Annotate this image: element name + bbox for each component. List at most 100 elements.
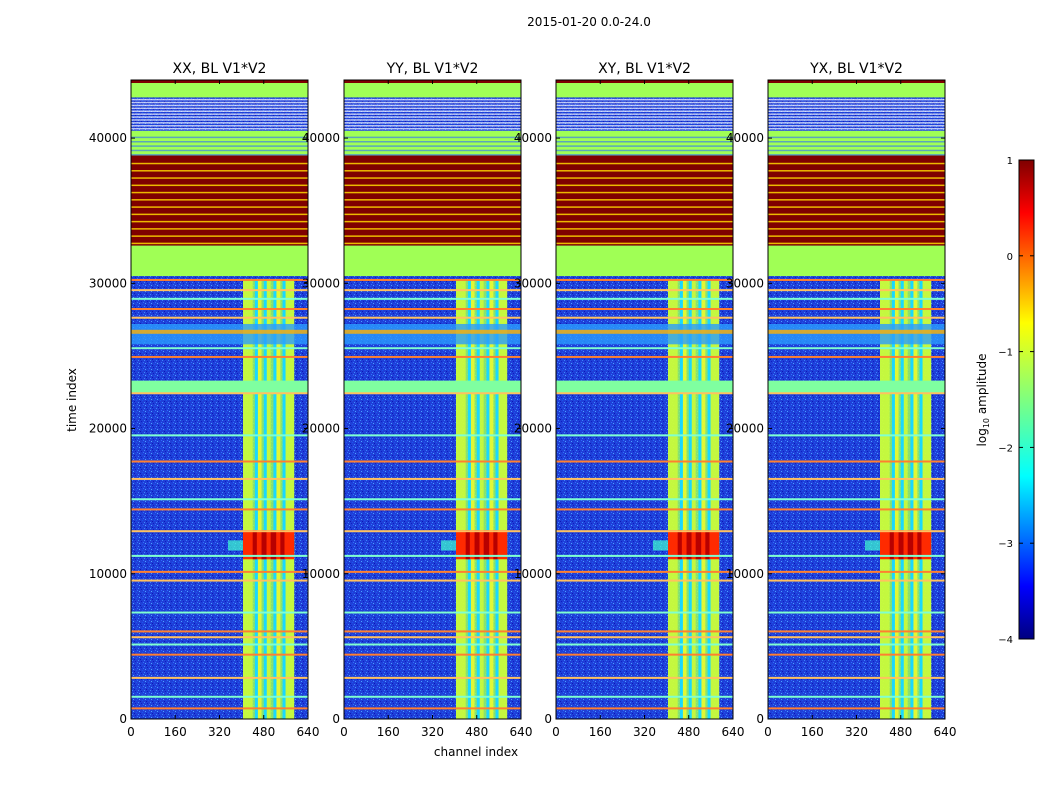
colorbar-ticks: 1 0 −1 −2 −3 −4 (998, 156, 1034, 646)
stripe (131, 149, 308, 152)
stripe (131, 125, 308, 127)
flag-line (556, 289, 733, 292)
flag-line (768, 530, 945, 533)
flag-line (344, 530, 521, 533)
y-axis: time index (65, 368, 79, 432)
flag-line (768, 498, 945, 501)
x-tick-label: 320 (421, 725, 444, 739)
flag-line (556, 392, 733, 395)
flag-line (556, 611, 733, 614)
x-tick-label: 0 (340, 725, 348, 739)
flag-line (131, 579, 308, 582)
saturated-stripe (768, 220, 945, 223)
stripe (131, 104, 308, 107)
stripe (556, 101, 733, 104)
flag-line (131, 498, 308, 501)
flag-line (768, 297, 945, 300)
flag-line (768, 508, 945, 511)
flag-line (556, 636, 733, 639)
hot-block-dark (493, 530, 498, 560)
stripe (344, 110, 521, 112)
saturated-stripe (768, 177, 945, 179)
saturated-stripe (131, 191, 308, 194)
flagged-band (556, 245, 733, 277)
colorbar-tick-label: −2 (998, 443, 1013, 454)
stripe (556, 140, 733, 143)
flag-line (344, 707, 521, 710)
stripe (556, 149, 733, 152)
stripe (768, 104, 945, 107)
bright-band (131, 380, 308, 394)
hot-block-dark (270, 530, 277, 560)
colorbar-tick-label: −3 (998, 539, 1013, 550)
hot-block-dark (252, 530, 257, 560)
stripe (556, 110, 733, 112)
hot-block-dark (261, 530, 267, 560)
flag-line (556, 707, 733, 710)
stripe (556, 154, 733, 156)
flag-line (556, 477, 733, 480)
flag-line (768, 289, 945, 292)
hot-block-dark (898, 530, 904, 560)
flag-line (556, 434, 733, 437)
flag-line (556, 695, 733, 698)
saturated-stripe (344, 199, 521, 201)
y-tick-label: 0 (756, 712, 764, 726)
saturated-stripe (344, 220, 521, 223)
stripe (344, 145, 521, 147)
stripe (344, 119, 521, 121)
y-tick-label: 40000 (514, 131, 552, 145)
x-tick-label: 160 (377, 725, 400, 739)
x-tick-label: 0 (127, 725, 135, 739)
saturated-stripe (768, 184, 945, 187)
stripe (344, 127, 521, 130)
panel-1: YY, BL V1*V2 0 160 320 480 640 0 10000 20000 3000… (302, 61, 533, 739)
flag-line (344, 498, 521, 501)
panel-title: YX, BL V1*V2 (809, 61, 903, 77)
rfi-flare (556, 323, 733, 345)
saturated-stripe (556, 184, 733, 187)
x-tick-label: 320 (845, 725, 868, 739)
flagged-band (768, 245, 945, 277)
flag-line (131, 316, 308, 319)
stripe (344, 98, 521, 101)
flag-line (768, 355, 945, 358)
panel-title: XX, BL V1*V2 (173, 61, 267, 77)
stripe (344, 149, 521, 152)
stripe (131, 154, 308, 156)
flagged-band (768, 130, 945, 156)
flagged-band (344, 130, 521, 156)
flag-line (344, 676, 521, 679)
flag-line (556, 297, 733, 300)
x-tick-label: 160 (589, 725, 612, 739)
stripe (344, 125, 521, 127)
y-tick-label: 0 (544, 712, 552, 726)
y-tick-label: 20000 (514, 422, 552, 436)
stripe (556, 98, 733, 101)
y-tick-label: 40000 (726, 131, 764, 145)
flag-line (131, 636, 308, 639)
stripe (768, 116, 945, 118)
flag-line (768, 308, 945, 311)
flag-line (344, 570, 521, 573)
stripe (768, 107, 945, 110)
hot-block-halo (441, 540, 457, 551)
hot-block-halo (865, 540, 881, 551)
x-tick-label: 640 (297, 725, 320, 739)
colorbar-label: log10 amplitude (975, 354, 991, 447)
rfi-flare-line (556, 329, 733, 334)
hot-block-dark (677, 530, 682, 560)
hot-block-dark (483, 530, 490, 560)
stripe (768, 119, 945, 121)
flag-line (344, 355, 521, 358)
flag-line (556, 630, 733, 633)
flag-line (556, 460, 733, 463)
stripe (131, 119, 308, 121)
stripe (768, 145, 945, 147)
x-tick-label: 480 (252, 725, 275, 739)
flag-line (344, 695, 521, 698)
rfi-flare (131, 323, 308, 345)
hot-block-dark (474, 530, 480, 560)
stripe (344, 113, 521, 115)
flag-line (131, 278, 308, 281)
